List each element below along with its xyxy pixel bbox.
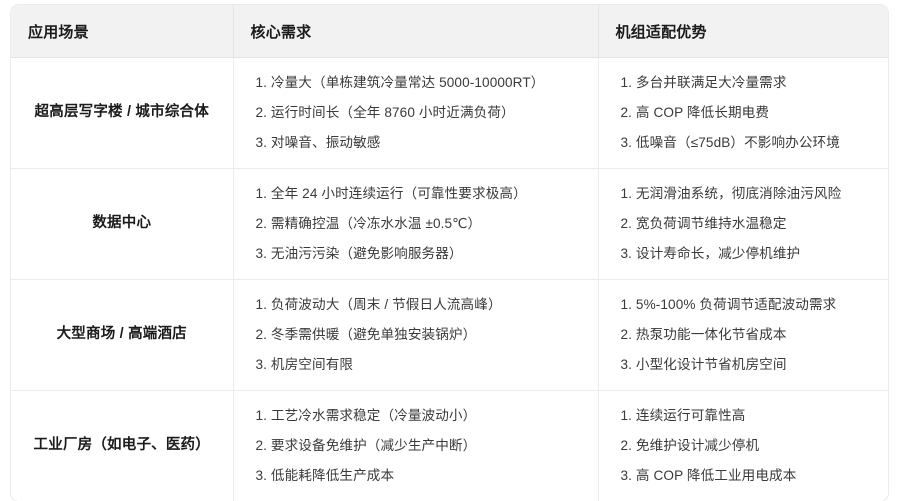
table-row: 超高层写字楼 / 城市综合体 1. 冷量大（单栋建筑冷量常达 5000-1000…: [11, 58, 888, 169]
needs-list: 1. 负荷波动大（周末 / 节假日人流高峰） 2. 冬季需供暖（避免单独安装锅炉…: [256, 290, 584, 380]
list-item: 3. 机房空间有限: [256, 350, 584, 380]
list-item: 1. 多台并联满足大冷量需求: [621, 68, 875, 98]
list-item: 3. 低噪音（≤75dB）不影响办公环境: [621, 128, 875, 158]
list-item: 3. 无油污污染（避免影响服务器）: [256, 239, 584, 269]
cell-scenario: 超高层写字楼 / 城市综合体: [11, 58, 233, 169]
list-item: 3. 对噪音、振动敏感: [256, 128, 584, 158]
advantages-list: 1. 5%-100% 负荷调节适配波动需求 2. 热泵功能一体化节省成本 3. …: [621, 290, 875, 380]
table-header: 应用场景 核心需求 机组适配优势: [11, 5, 888, 58]
cell-unit-advantages: 1. 多台并联满足大冷量需求 2. 高 COP 降低长期电费 3. 低噪音（≤7…: [598, 58, 888, 169]
cell-core-needs: 1. 工艺冷水需求稳定（冷量波动小） 2. 要求设备免维护（减少生产中断） 3.…: [233, 391, 598, 501]
table-body: 超高层写字楼 / 城市综合体 1. 冷量大（单栋建筑冷量常达 5000-1000…: [11, 58, 888, 501]
list-item: 1. 5%-100% 负荷调节适配波动需求: [621, 290, 875, 320]
application-scenarios-table-container: 应用场景 核心需求 机组适配优势 超高层写字楼 / 城市综合体 1. 冷量大（单…: [11, 5, 888, 494]
list-item: 2. 运行时间长（全年 8760 小时近满负荷）: [256, 98, 584, 128]
advantages-list: 1. 连续运行可靠性高 2. 免维护设计减少停机 3. 高 COP 降低工业用电…: [621, 401, 875, 491]
list-item: 3. 小型化设计节省机房空间: [621, 350, 875, 380]
cell-core-needs: 1. 全年 24 小时连续运行（可靠性要求极高） 2. 需精确控温（冷冻水水温 …: [233, 169, 598, 280]
needs-list: 1. 工艺冷水需求稳定（冷量波动小） 2. 要求设备免维护（减少生产中断） 3.…: [256, 401, 584, 491]
cell-unit-advantages: 1. 5%-100% 负荷调节适配波动需求 2. 热泵功能一体化节省成本 3. …: [598, 280, 888, 391]
list-item: 3. 低能耗降低生产成本: [256, 461, 584, 491]
list-item: 1. 工艺冷水需求稳定（冷量波动小）: [256, 401, 584, 431]
advantages-list: 1. 无润滑油系统，彻底消除油污风险 2. 宽负荷调节维持水温稳定 3. 设计寿…: [621, 179, 875, 269]
list-item: 2. 需精确控温（冷冻水水温 ±0.5℃）: [256, 209, 584, 239]
application-scenarios-table: 应用场景 核心需求 机组适配优势 超高层写字楼 / 城市综合体 1. 冷量大（单…: [11, 5, 888, 501]
list-item: 1. 无润滑油系统，彻底消除油污风险: [621, 179, 875, 209]
list-item: 2. 宽负荷调节维持水温稳定: [621, 209, 875, 239]
list-item: 2. 高 COP 降低长期电费: [621, 98, 875, 128]
cell-core-needs: 1. 负荷波动大（周末 / 节假日人流高峰） 2. 冬季需供暖（避免单独安装锅炉…: [233, 280, 598, 391]
column-header-core-needs: 核心需求: [233, 5, 598, 58]
advantages-list: 1. 多台并联满足大冷量需求 2. 高 COP 降低长期电费 3. 低噪音（≤7…: [621, 68, 875, 158]
list-item: 2. 冬季需供暖（避免单独安装锅炉）: [256, 320, 584, 350]
list-item: 1. 连续运行可靠性高: [621, 401, 875, 431]
list-item: 3. 设计寿命长，减少停机维护: [621, 239, 875, 269]
list-item: 1. 冷量大（单栋建筑冷量常达 5000-10000RT）: [256, 68, 584, 98]
cell-scenario: 工业厂房（如电子、医药）: [11, 391, 233, 501]
cell-scenario: 大型商场 / 高端酒店: [11, 280, 233, 391]
list-item: 1. 全年 24 小时连续运行（可靠性要求极高）: [256, 179, 584, 209]
list-item: 3. 高 COP 降低工业用电成本: [621, 461, 875, 491]
cell-core-needs: 1. 冷量大（单栋建筑冷量常达 5000-10000RT） 2. 运行时间长（全…: [233, 58, 598, 169]
list-item: 2. 热泵功能一体化节省成本: [621, 320, 875, 350]
list-item: 2. 免维护设计减少停机: [621, 431, 875, 461]
table-header-row: 应用场景 核心需求 机组适配优势: [11, 5, 888, 58]
cell-unit-advantages: 1. 连续运行可靠性高 2. 免维护设计减少停机 3. 高 COP 降低工业用电…: [598, 391, 888, 501]
column-header-unit-advantages: 机组适配优势: [598, 5, 888, 58]
cell-unit-advantages: 1. 无润滑油系统，彻底消除油污风险 2. 宽负荷调节维持水温稳定 3. 设计寿…: [598, 169, 888, 280]
column-header-scenario: 应用场景: [11, 5, 233, 58]
list-item: 2. 要求设备免维护（减少生产中断）: [256, 431, 584, 461]
list-item: 1. 负荷波动大（周末 / 节假日人流高峰）: [256, 290, 584, 320]
table-row: 工业厂房（如电子、医药） 1. 工艺冷水需求稳定（冷量波动小） 2. 要求设备免…: [11, 391, 888, 501]
table-row: 数据中心 1. 全年 24 小时连续运行（可靠性要求极高） 2. 需精确控温（冷…: [11, 169, 888, 280]
table-row: 大型商场 / 高端酒店 1. 负荷波动大（周末 / 节假日人流高峰） 2. 冬季…: [11, 280, 888, 391]
needs-list: 1. 全年 24 小时连续运行（可靠性要求极高） 2. 需精确控温（冷冻水水温 …: [256, 179, 584, 269]
needs-list: 1. 冷量大（单栋建筑冷量常达 5000-10000RT） 2. 运行时间长（全…: [256, 68, 584, 158]
cell-scenario: 数据中心: [11, 169, 233, 280]
